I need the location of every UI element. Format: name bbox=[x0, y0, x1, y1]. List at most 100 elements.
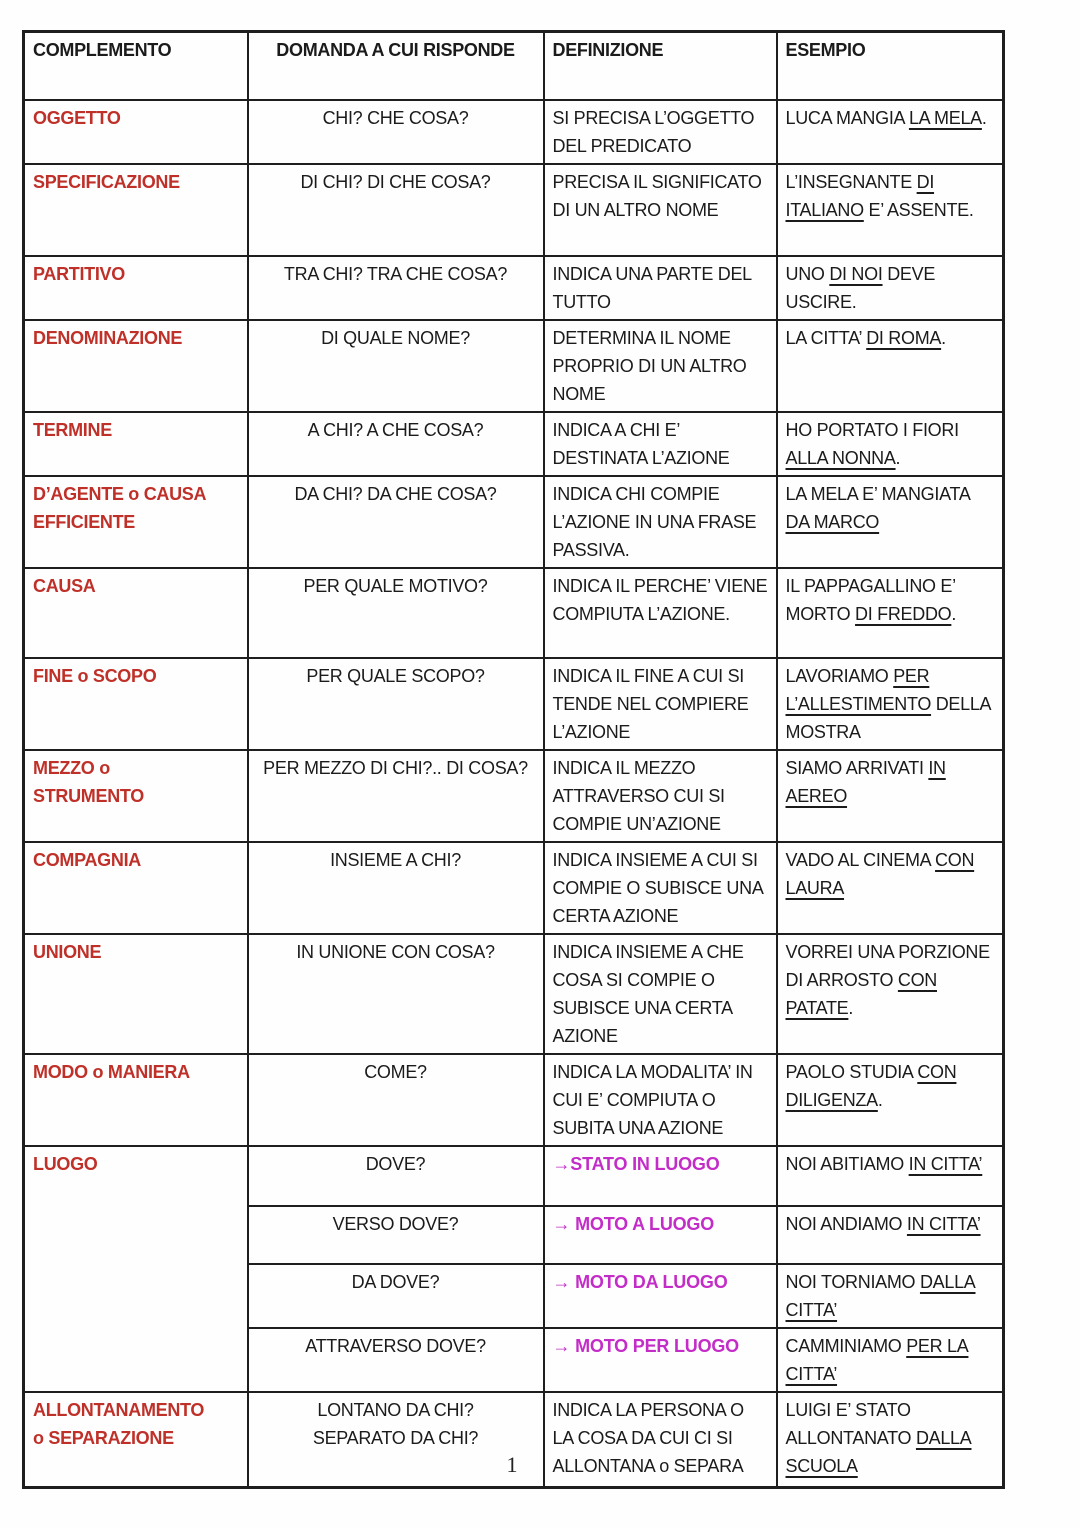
complemento-label: MODO o MANIERA bbox=[22, 1052, 249, 1147]
esempio-cell: LUIGI E’ STATO ALLONTANATO DALLA SCUOLA bbox=[775, 1390, 1005, 1489]
text-segment: DELLA MOSTRA bbox=[785, 693, 991, 742]
domanda-cell: DA DOVE? bbox=[246, 1262, 545, 1329]
esempio-cell: PAOLO STUDIA CON DILIGENZA. bbox=[775, 1052, 1005, 1147]
esempio-cell: L’INSEGNANTE DI ITALIANO E’ ASSENTE. bbox=[775, 162, 1005, 257]
text-segment: INDICA LA MODALITA’ IN CUI E’ COMPIUTA O… bbox=[552, 1061, 753, 1138]
underlined-phrase: LA MELA bbox=[908, 107, 982, 128]
text-segment: LA MELA E’ MANGIATA bbox=[785, 483, 970, 504]
underlined-phrase: CON LAURA bbox=[785, 849, 975, 898]
underlined-phrase: DI NOI bbox=[829, 263, 883, 284]
table-row: DA DOVE? → MOTO DA LUOGO NOI TORNIAMO DALL… bbox=[24, 1262, 1005, 1329]
esempio-cell: HO PORTATO I FIORI ALLA NONNA. bbox=[775, 410, 1005, 477]
underlined-phrase: CON DILIGENZA bbox=[785, 1061, 957, 1110]
esempio-cell: VORREI UNA PORZIONE DI ARROSTO CON PATAT… bbox=[775, 932, 1005, 1055]
domanda-cell: INSIEME A CHI? bbox=[246, 840, 545, 935]
text-segment: INDICA IL FINE A CUI SI TENDE NEL COMPIE… bbox=[552, 665, 749, 742]
text-segment: HO PORTATO I FIORI bbox=[785, 419, 960, 440]
definizione-cell: INDICA LA MODALITA’ IN CUI E’ COMPIUTA O… bbox=[542, 1052, 778, 1147]
underlined-phrase: DI ROMA bbox=[866, 327, 942, 348]
text-segment: DETERMINA IL NOME PROPRIO DI UN ALTRO NO… bbox=[552, 327, 747, 404]
text-segment: PAOLO STUDIA bbox=[785, 1061, 918, 1082]
esempio-cell: LAVORIAMO PER L’ALLESTIMENTO DELLA MOSTR… bbox=[775, 656, 1005, 751]
text-segment: INDICA INSIEME A CHE COSA SI COMPIE O SU… bbox=[552, 941, 744, 1046]
text-segment: SI PRECISA L’OGGETTO DEL PREDICATO bbox=[552, 107, 755, 156]
text-segment: NOI ANDIAMO bbox=[785, 1213, 907, 1234]
domanda-cell: PER MEZZO DI CHI?.. DI COSA? bbox=[246, 748, 545, 843]
domanda-cell: IN UNIONE CON COSA? bbox=[246, 932, 545, 1055]
text-segment: PRECISA IL SIGNIFICATO DI UN ALTRO NOME bbox=[552, 171, 762, 220]
domanda-cell: PER QUALE MOTIVO? bbox=[246, 566, 545, 659]
underlined-phrase: PER LA CITTA’ bbox=[785, 1335, 969, 1384]
text-segment: INDICA UNA PARTE DEL TUTTO bbox=[552, 263, 752, 312]
text-segment: INDICA IL MEZZO ATTRAVERSO CUI SI COMPIE… bbox=[552, 757, 726, 834]
header-esempio: ESEMPIO bbox=[775, 30, 1005, 101]
underlined-phrase: PER L’ALLESTIMENTO bbox=[785, 665, 932, 714]
text-segment: LUCA MANGIA bbox=[785, 107, 909, 128]
definizione-cell: PRECISA IL SIGNIFICATO DI UN ALTRO NOME bbox=[542, 162, 778, 257]
table-row: PARTITIVO TRA CHI? TRA CHE COSA? INDICA UN… bbox=[22, 254, 1005, 321]
table-row: DENOMINAZIONE DI QUALE NOME? DETERMINA IL … bbox=[22, 318, 1005, 413]
table-row: UNIONE IN UNIONE CON COSA? INDICA INSIEME … bbox=[22, 932, 1005, 1055]
domanda-cell: DI QUALE NOME? bbox=[246, 318, 545, 413]
complemento-label: FINE o SCOPO bbox=[22, 656, 249, 751]
text-segment: . bbox=[877, 1089, 883, 1110]
domanda-cell: COME? bbox=[246, 1052, 545, 1147]
text-segment: . bbox=[981, 107, 987, 128]
definizione-cell: DETERMINA IL NOME PROPRIO DI UN ALTRO NO… bbox=[542, 318, 778, 413]
text-segment: . bbox=[895, 447, 901, 468]
text-segment: INDICA CHI COMPIE L’AZIONE IN UNA FRASE … bbox=[552, 483, 757, 560]
complemento-label: ALLONTANAMENTO o SEPARAZIONE bbox=[22, 1390, 249, 1489]
definizione-cell: → MOTO PER LUOGO bbox=[542, 1326, 778, 1393]
complemento-label: OGGETTO bbox=[22, 98, 249, 165]
domanda-cell: A CHI? A CHE COSA? bbox=[246, 410, 545, 477]
text-segment: CAMMINIAMO bbox=[785, 1335, 907, 1356]
header-definizione: DEFINIZIONE bbox=[542, 30, 778, 101]
esempio-cell: NOI TORNIAMO DALLA CITTA’ bbox=[775, 1262, 1005, 1329]
text-segment: UNO bbox=[785, 263, 830, 284]
domanda-cell: CHI? CHE COSA? bbox=[246, 98, 545, 165]
text-segment: INDICA INSIEME A CUI SI COMPIE O SUBISCE… bbox=[552, 849, 763, 926]
header-domanda: DOMANDA A CUI RISPONDE bbox=[246, 30, 545, 101]
table-row: ALLONTANAMENTO o SEPARAZIONE LONTANO DA C… bbox=[22, 1390, 1005, 1489]
domanda-cell: ATTRAVERSO DOVE? bbox=[246, 1326, 545, 1393]
arrow-magenta-term: → MOTO A LUOGO bbox=[552, 1213, 715, 1234]
esempio-cell: SIAMO ARRIVATI IN AEREO bbox=[775, 748, 1005, 843]
text-segment: INDICA LA PERSONA O LA COSA DA CUI CI SI… bbox=[552, 1399, 745, 1476]
underlined-phrase: DA MARCO bbox=[785, 511, 880, 532]
underlined-phrase: DI ITALIANO bbox=[785, 171, 935, 220]
esempio-cell: LA CITTA’ DI ROMA. bbox=[775, 318, 1005, 413]
complemento-label: MEZZO o STRUMENTO bbox=[22, 748, 249, 843]
underlined-phrase: CON PATATE bbox=[785, 969, 938, 1018]
table-row: LUOGO DOVE? →STATO IN LUOGO NOI ABITIAMO IN… bbox=[22, 1144, 1005, 1393]
table-header: COMPLEMENTO DOMANDA A CUI RISPONDE DEFIN… bbox=[22, 30, 1005, 101]
definizione-cell: INDICA INSIEME A CUI SI COMPIE O SUBISCE… bbox=[542, 840, 778, 935]
text-segment: NOI ABITIAMO bbox=[785, 1153, 909, 1174]
table-row: MEZZO o STRUMENTO PER MEZZO DI CHI?.. DI … bbox=[22, 748, 1005, 843]
text-segment: LA CITTA’ bbox=[785, 327, 867, 348]
underlined-phrase: ALLA NONNA bbox=[785, 447, 896, 468]
definizione-cell: → MOTO DA LUOGO bbox=[542, 1262, 778, 1329]
underlined-phrase: IN AEREO bbox=[785, 757, 947, 806]
table-row: CAUSA PER QUALE MOTIVO? INDICA IL PERCHE’ … bbox=[22, 566, 1005, 659]
text-segment: LUIGI E’ STATO ALLONTANATO bbox=[785, 1399, 916, 1448]
page-number: 1 bbox=[506, 1452, 518, 1477]
underlined-phrase: DI FREDDO bbox=[855, 603, 952, 624]
complemento-label: D’AGENTE o CAUSA EFFICIENTE bbox=[22, 474, 249, 569]
table-row: FINE o SCOPO PER QUALE SCOPO? INDICA IL FI… bbox=[22, 656, 1005, 751]
definizione-cell: →STATO IN LUOGO bbox=[542, 1144, 778, 1207]
esempio-cell: UNO DI NOI DEVE USCIRE. bbox=[775, 254, 1005, 321]
definizione-cell: → MOTO A LUOGO bbox=[542, 1204, 778, 1265]
domanda-cell: DOVE? bbox=[246, 1144, 545, 1207]
header-complemento: COMPLEMENTO bbox=[22, 30, 249, 101]
complemento-label: DENOMINAZIONE bbox=[22, 318, 249, 413]
definizione-cell: INDICA INSIEME A CHE COSA SI COMPIE O SU… bbox=[542, 932, 778, 1055]
text-segment: VADO AL CINEMA bbox=[785, 849, 936, 870]
definizione-cell: SI PRECISA L’OGGETTO DEL PREDICATO bbox=[542, 98, 778, 165]
complemento-label: CAUSA bbox=[22, 566, 249, 659]
text-segment: VORREI UNA PORZIONE DI ARROSTO bbox=[785, 941, 991, 990]
header-row: COMPLEMENTO DOMANDA A CUI RISPONDE DEFIN… bbox=[22, 30, 1005, 101]
domanda-cell: DA CHI? DA CHE COSA? bbox=[246, 474, 545, 569]
text-segment: . bbox=[951, 603, 957, 624]
complemento-label: PARTITIVO bbox=[22, 254, 249, 321]
